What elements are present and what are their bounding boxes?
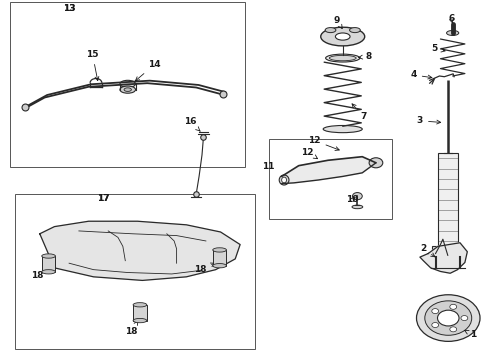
Ellipse shape <box>349 28 360 33</box>
Ellipse shape <box>133 303 147 307</box>
Circle shape <box>438 310 459 326</box>
Ellipse shape <box>120 80 136 87</box>
Ellipse shape <box>282 177 287 183</box>
Text: 6: 6 <box>448 14 454 23</box>
Text: 7: 7 <box>352 104 367 121</box>
Text: 8: 8 <box>359 52 372 61</box>
Polygon shape <box>420 243 467 273</box>
Polygon shape <box>282 157 376 184</box>
Circle shape <box>416 295 480 341</box>
Bar <box>432 246 464 257</box>
Ellipse shape <box>279 175 289 185</box>
Text: 18: 18 <box>125 321 138 336</box>
Circle shape <box>432 323 439 328</box>
Ellipse shape <box>321 27 365 46</box>
Text: 15: 15 <box>86 50 99 81</box>
Ellipse shape <box>42 270 55 274</box>
Circle shape <box>432 309 439 314</box>
Text: 13: 13 <box>63 4 75 13</box>
Ellipse shape <box>133 319 147 323</box>
Ellipse shape <box>335 33 350 40</box>
Circle shape <box>461 316 468 320</box>
Text: 3: 3 <box>417 116 441 125</box>
Text: 11: 11 <box>262 162 274 171</box>
Text: 18: 18 <box>194 263 215 274</box>
Ellipse shape <box>329 55 356 61</box>
Ellipse shape <box>120 86 136 93</box>
Circle shape <box>352 193 362 200</box>
Bar <box>133 305 147 320</box>
Text: 18: 18 <box>31 269 48 280</box>
Text: 10: 10 <box>346 195 359 204</box>
Text: 12: 12 <box>308 136 339 150</box>
Text: 4: 4 <box>411 71 432 80</box>
Ellipse shape <box>213 248 226 252</box>
Ellipse shape <box>213 264 226 268</box>
Bar <box>270 139 392 220</box>
Text: 9: 9 <box>334 16 342 28</box>
Ellipse shape <box>42 254 55 258</box>
Ellipse shape <box>352 205 363 209</box>
Circle shape <box>425 301 472 335</box>
Text: 5: 5 <box>432 44 445 53</box>
Text: 14: 14 <box>135 60 161 81</box>
Text: 16: 16 <box>184 117 200 131</box>
Circle shape <box>450 304 457 309</box>
Ellipse shape <box>124 88 131 91</box>
Text: 1: 1 <box>465 330 476 339</box>
Text: 17: 17 <box>97 194 110 203</box>
Bar <box>438 153 458 248</box>
Ellipse shape <box>326 54 360 62</box>
Bar <box>213 250 226 266</box>
Ellipse shape <box>323 126 362 133</box>
Circle shape <box>369 158 383 168</box>
Text: 12: 12 <box>301 148 318 159</box>
Circle shape <box>450 327 457 332</box>
Polygon shape <box>40 221 240 280</box>
Bar <box>10 3 245 167</box>
Bar <box>15 194 255 348</box>
Ellipse shape <box>325 28 336 33</box>
Text: 2: 2 <box>420 244 435 257</box>
Ellipse shape <box>446 31 459 36</box>
Bar <box>42 256 55 272</box>
Text: 13: 13 <box>63 4 75 13</box>
Text: 17: 17 <box>97 194 110 203</box>
